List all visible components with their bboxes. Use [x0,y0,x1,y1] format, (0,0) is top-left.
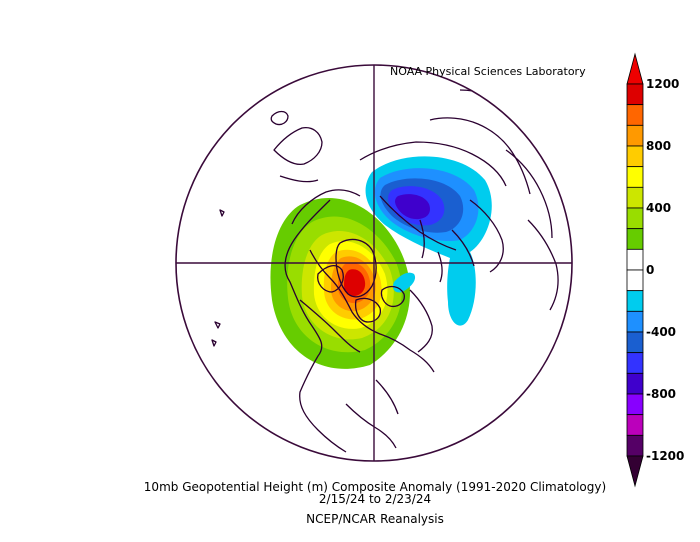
colorbar-bin [626,434,644,457]
colorbar-tick-label: -1200 [646,449,684,463]
colorbar-bin [626,207,644,230]
colorbar-tick-label: -800 [646,387,676,401]
colorbar-bin [626,104,644,126]
colorbar-bin [626,83,644,106]
colorbar-bin [626,310,644,333]
caption-title: 10mb Geopotential Height (m) Composite A… [143,480,607,494]
map-frame [175,64,573,462]
colorbar-bin [626,145,644,168]
colorbar-bin [626,290,644,312]
caption-dates: 2/15/24 to 2/23/24 [318,492,432,506]
colorbar-bin [626,372,644,395]
colorbar-bin [626,352,644,374]
colorbar-bin [626,269,644,292]
colorbar-bin [626,228,644,250]
colorbar-bottom-arrow [626,455,644,488]
colorbar: 1200 800 400 0 -400 -800 -1200 [626,52,684,488]
negative-anomaly-region [365,156,492,326]
anomaly-field [270,156,492,369]
colorbar-bin [626,393,644,416]
colorbar-tick-label: -400 [646,325,676,339]
colorbar-top-arrow [626,52,644,85]
caption-source: NCEP/NCAR Reanalysis [306,512,444,526]
colorbar-bin [626,186,644,209]
colorbar-bin [626,331,644,354]
colorbar-bin [626,166,644,188]
colorbar-tick-label: 0 [646,263,654,277]
colorbar-bin [626,248,644,271]
colorbar-tick-label: 1200 [646,77,679,91]
colorbar-tick-label: 800 [646,139,671,153]
colorbar-bin [626,414,644,436]
colorbar-bin [626,124,644,147]
colorbar-tick-label: 400 [646,201,671,215]
credit-label: NOAA Physical Sciences Laboratory [390,65,586,78]
